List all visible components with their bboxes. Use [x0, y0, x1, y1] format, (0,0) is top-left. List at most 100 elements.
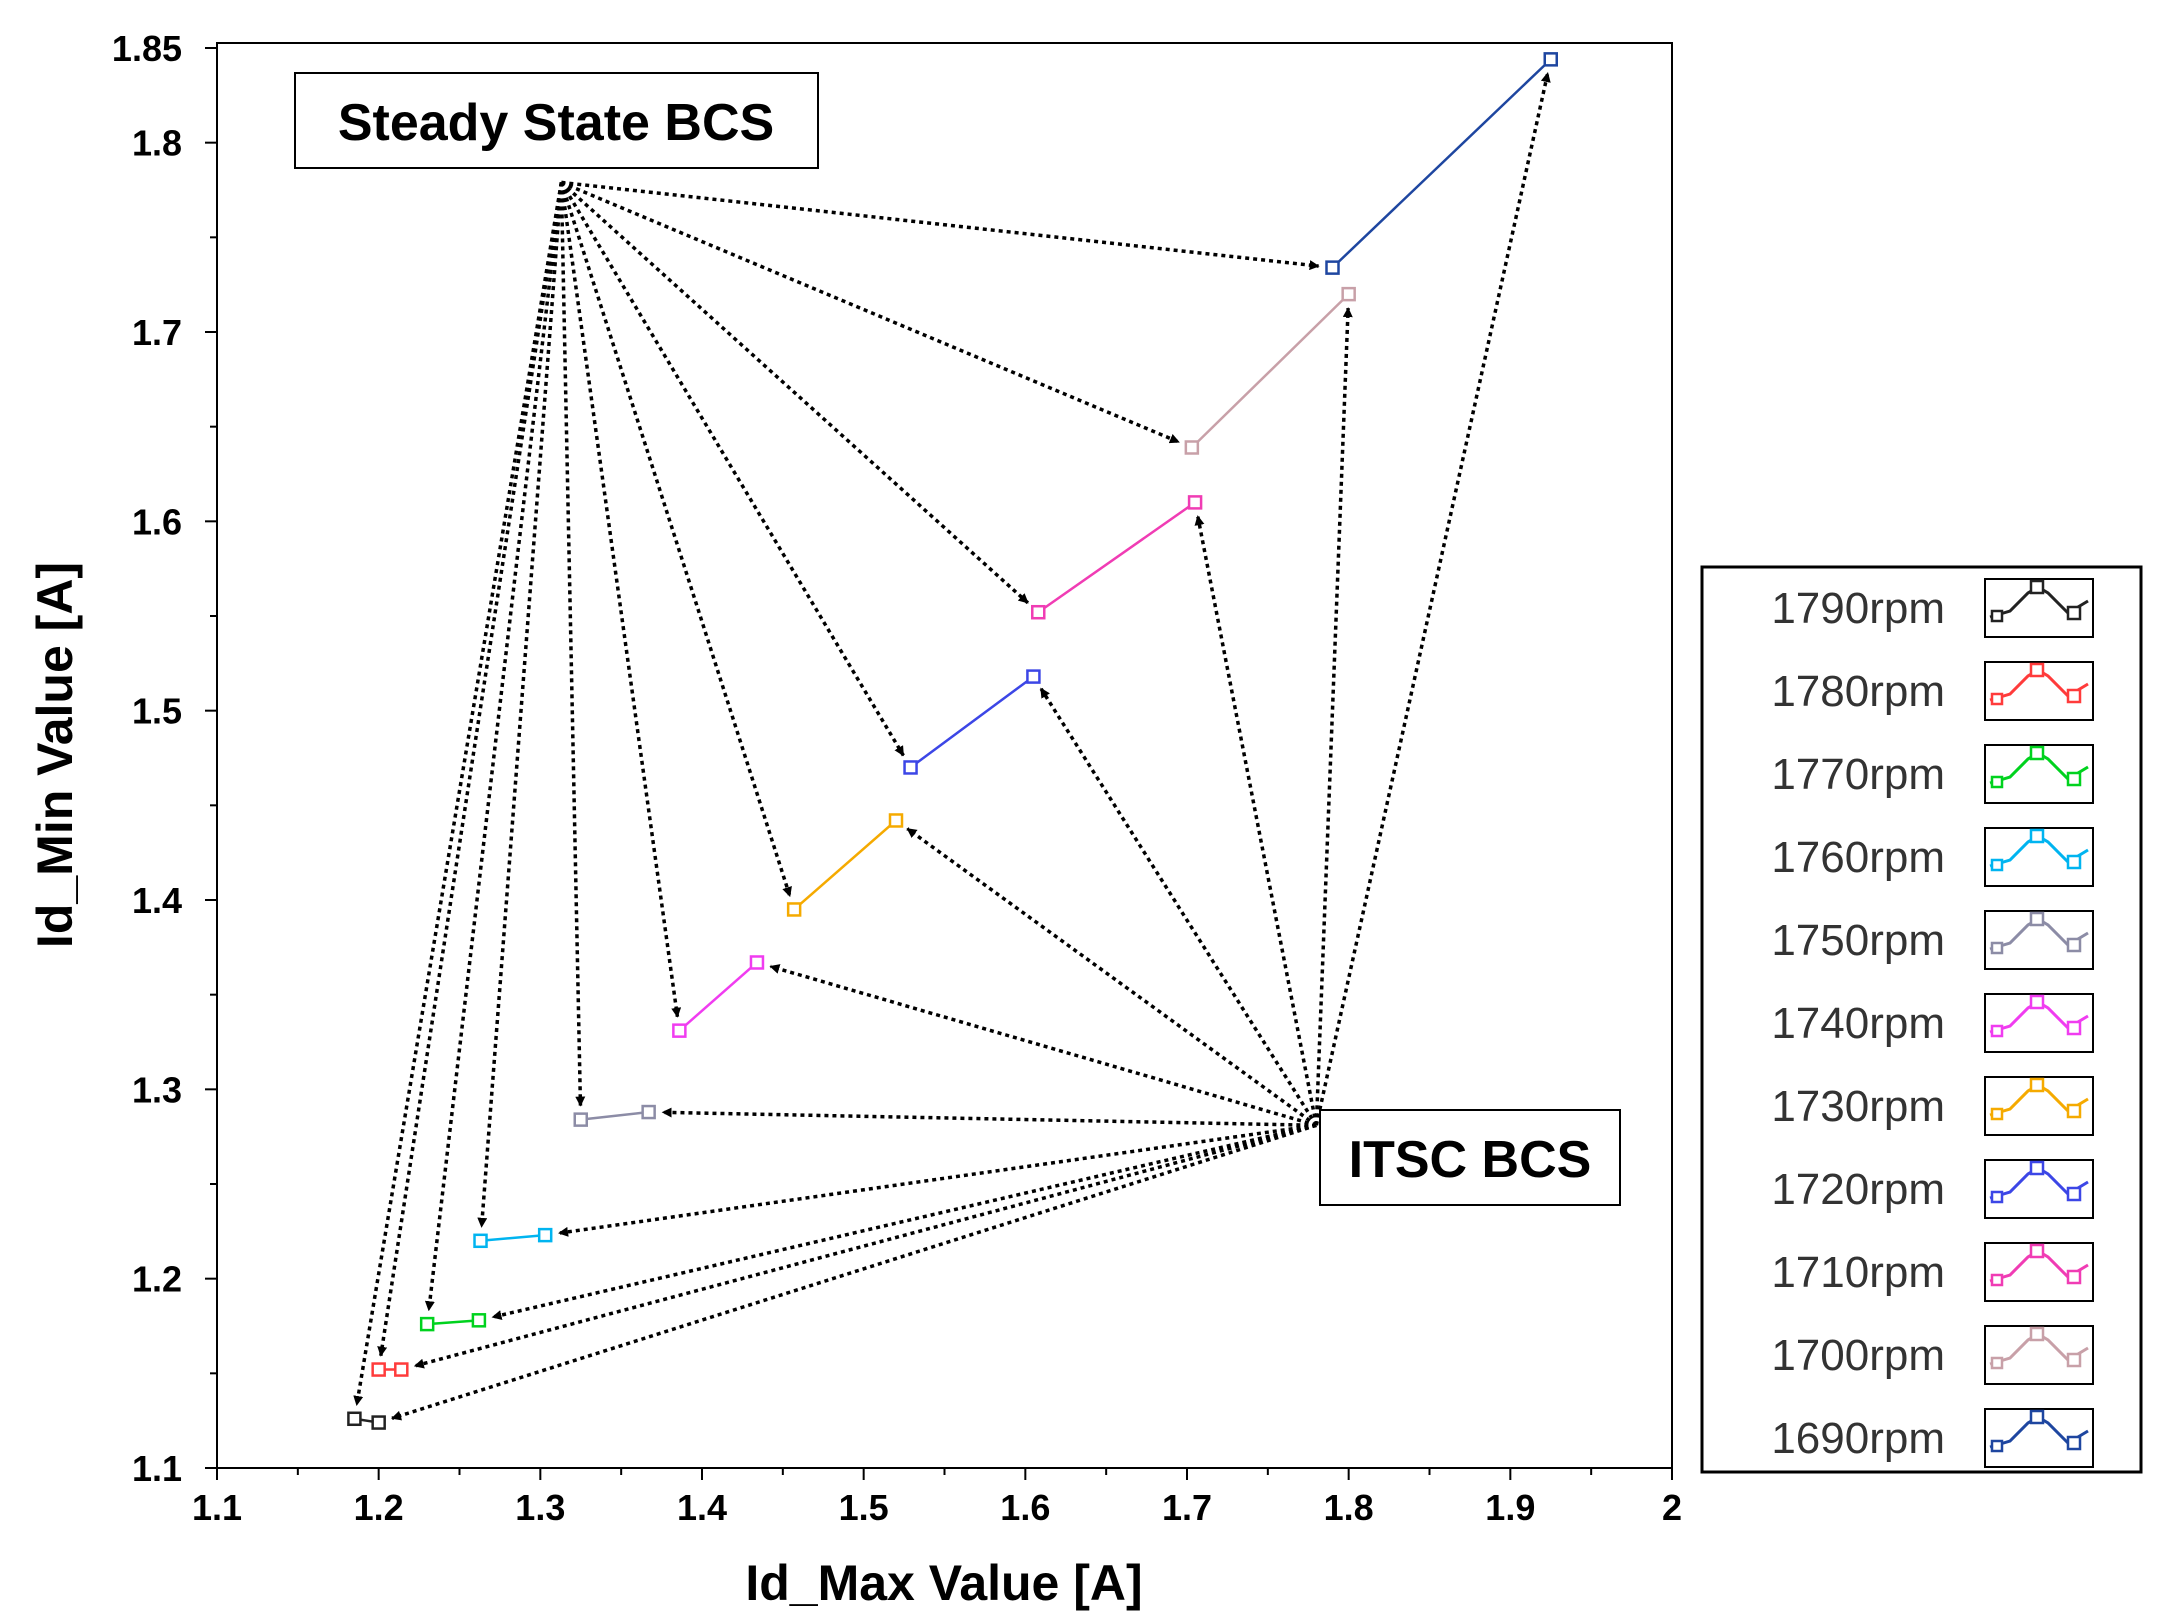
legend-marker-left-1710rpm — [1990, 1273, 2004, 1287]
plot-area — [216, 42, 1673, 1469]
legend-marker-left-1720rpm — [1990, 1190, 2004, 1204]
itsc-arrow-1740rpm — [769, 964, 1317, 1127]
series-line-1700rpm — [1190, 293, 1350, 449]
series-line-1750rpm — [580, 1110, 649, 1121]
steady-point-1710rpm — [1031, 604, 1046, 620]
legend-label-1750rpm: 1750rpm — [1771, 916, 1945, 965]
series-line-1710rpm — [1037, 501, 1196, 614]
legend-marker-top-1690rpm — [2029, 1409, 2045, 1425]
series-line-1770rpm — [427, 1319, 479, 1326]
itsc-point-1790rpm — [371, 1415, 386, 1430]
legend-label-1760rpm: 1760rpm — [1771, 833, 1945, 882]
itsc-point-1730rpm — [888, 813, 904, 828]
steady-point-1690rpm — [1325, 260, 1340, 275]
legend-marker-top-1750rpm — [2029, 911, 2045, 927]
legend-label-1730rpm: 1730rpm — [1771, 1082, 1945, 1131]
itsc-arrow-1720rpm — [1039, 687, 1318, 1127]
itsc-annotation: ITSC BCS — [1319, 1109, 1621, 1206]
steady-arrow-1710rpm — [560, 181, 1030, 605]
legend-marker-right-1740rpm — [2066, 1020, 2082, 1036]
y-tick-label-1.1: 1.1 — [132, 1448, 182, 1489]
legend-label-1710rpm: 1710rpm — [1771, 1248, 1945, 1297]
y-tick-label-1.7: 1.7 — [132, 312, 182, 353]
itsc-point-1750rpm — [641, 1104, 656, 1120]
legend-marker-left-1760rpm — [1990, 858, 2004, 872]
steady-arrow-1770rpm — [424, 182, 564, 1312]
steady-state-box — [294, 72, 819, 169]
legend-marker-left-1740rpm — [1990, 1024, 2004, 1038]
x-tick-label-1.6: 1.6 — [1000, 1487, 1050, 1528]
y-tick-label-1.85: 1.85 — [112, 28, 182, 69]
legend-label-1700rpm: 1700rpm — [1771, 1331, 1945, 1380]
steady-arrow-1750rpm — [559, 182, 586, 1107]
legend-marker-top-1730rpm — [2029, 1077, 2045, 1093]
x-tick-labels: 1.1 1.2 1.3 1.4 1.5 1.6 1.7 1.8 1.9 2 — [192, 1487, 1682, 1528]
legend-marker-left-1770rpm — [1990, 775, 2004, 789]
x-tick-label-1.2: 1.2 — [354, 1487, 404, 1528]
legend-label-1790rpm: 1790rpm — [1771, 584, 1945, 633]
legend-marker-left-1790rpm — [1990, 609, 2004, 623]
x-tick-label-1.7: 1.7 — [1162, 1487, 1212, 1528]
legend-marker-right-1700rpm — [2066, 1352, 2082, 1368]
steady-arrow-1790rpm — [353, 182, 564, 1406]
legend-label-1740rpm: 1740rpm — [1771, 999, 1945, 1048]
series-line-1720rpm — [909, 675, 1035, 769]
steady-point-1770rpm — [419, 1316, 435, 1332]
y-tick-labels: 1.1 1.2 1.3 1.4 1.5 1.6 1.7 1.8 1.85 — [112, 28, 182, 1489]
itsc-point-1770rpm — [471, 1313, 487, 1328]
x-axis-title: Id_Max Value [A] — [745, 1555, 1142, 1611]
legend-marker-right-1710rpm — [2066, 1269, 2082, 1285]
steady-point-1740rpm — [672, 1023, 687, 1038]
legend-marker-top-1700rpm — [2029, 1326, 2045, 1342]
legend-marker-top-1780rpm — [2029, 662, 2045, 678]
steady-arrow-1760rpm — [477, 182, 564, 1228]
series-line-1690rpm — [1331, 58, 1552, 269]
legend-marker-top-1740rpm — [2029, 994, 2045, 1010]
steady-point-1760rpm — [473, 1233, 488, 1249]
legend-marker-top-1790rpm — [2029, 579, 2045, 595]
itsc-point-1780rpm — [394, 1362, 409, 1377]
legend-label-1780rpm: 1780rpm — [1771, 667, 1945, 716]
steady-point-1790rpm — [347, 1411, 362, 1427]
itsc-point-1700rpm — [1341, 286, 1356, 302]
x-tick-label-1.1: 1.1 — [192, 1487, 242, 1528]
legend-label-1770rpm: 1770rpm — [1771, 750, 1945, 799]
itsc-point-1740rpm — [749, 955, 765, 970]
annotation-arrows — [353, 72, 1551, 1421]
steady-arrow-1780rpm — [377, 182, 564, 1357]
y-axis-title: Id_Min Value [A] — [27, 562, 83, 948]
steady-state-annotation: Steady State BCS — [294, 72, 819, 169]
itsc-arrow-1780rpm — [413, 1123, 1317, 1369]
steady-arrow-1730rpm — [559, 181, 792, 898]
x-tick-label-1.9: 1.9 — [1485, 1487, 1535, 1528]
x-tick-label-1.3: 1.3 — [515, 1487, 565, 1528]
legend-marker-top-1720rpm — [2029, 1160, 2045, 1176]
y-tick-label-1.3: 1.3 — [132, 1069, 182, 1110]
steady-point-1730rpm — [786, 902, 802, 917]
itsc-point-1760rpm — [537, 1227, 553, 1243]
y-tick-label-1.6: 1.6 — [132, 501, 182, 542]
data-series — [347, 52, 1558, 1430]
y-tick-label-1.5: 1.5 — [132, 691, 182, 732]
itsc-arrow-1770rpm — [491, 1123, 1317, 1320]
legend-marker-left-1750rpm — [1990, 941, 2004, 955]
legend-marker-right-1770rpm — [2066, 771, 2082, 787]
steady-point-1700rpm — [1184, 440, 1200, 455]
x-tick-label-1.5: 1.5 — [839, 1487, 889, 1528]
legend-marker-right-1780rpm — [2066, 688, 2082, 704]
legend-marker-right-1720rpm — [2066, 1186, 2082, 1202]
legend-marker-left-1690rpm — [1990, 1439, 2004, 1453]
itsc-label: ITSC BCS — [1349, 1131, 1592, 1189]
legend-label-1720rpm: 1720rpm — [1771, 1165, 1945, 1214]
itsc-arrow-1690rpm — [1314, 72, 1551, 1126]
legend-marker-top-1710rpm — [2029, 1243, 2045, 1259]
steady-point-1780rpm — [371, 1362, 386, 1377]
y-tick-label-1.8: 1.8 — [132, 123, 182, 164]
steady-arrow-1690rpm — [561, 180, 1320, 271]
legend-marker-top-1760rpm — [2029, 828, 2045, 844]
legend: 1790rpm 1780rpm 1770rpm 1760rpm 1750rpm 1740r… — [1771, 578, 2094, 1468]
legend-marker-right-1690rpm — [2066, 1435, 2082, 1451]
itsc-arrow-1700rpm — [1314, 307, 1353, 1126]
legend-marker-top-1770rpm — [2029, 745, 2045, 761]
